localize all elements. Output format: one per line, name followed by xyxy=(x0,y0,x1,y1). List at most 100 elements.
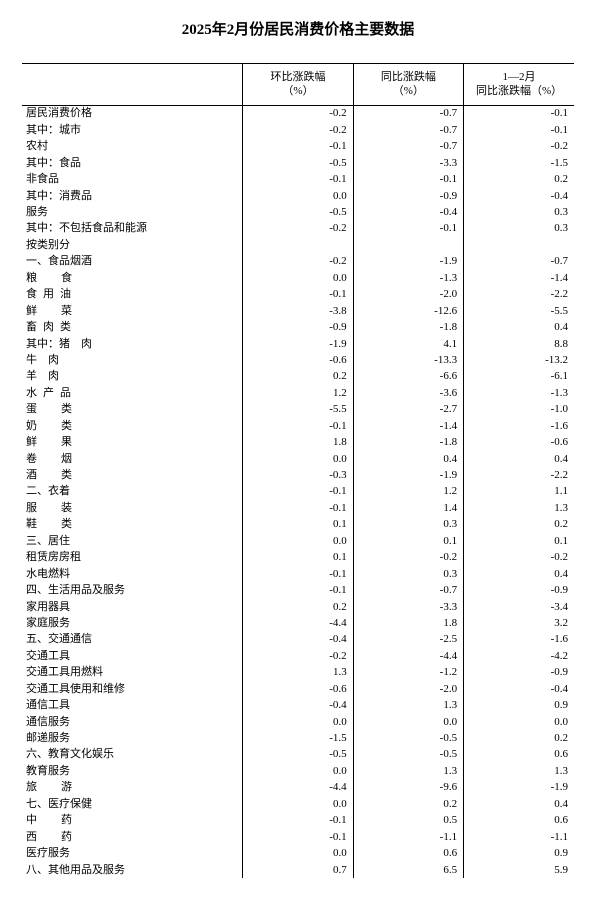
row-label: 四、生活用品及服务 xyxy=(22,582,243,598)
row-value: -5.5 xyxy=(243,401,353,417)
row-label-text: 畜肉类 xyxy=(26,321,77,333)
row-label-text: 牛 肉 xyxy=(26,354,59,366)
row-label-text: 鲜果 xyxy=(26,436,96,448)
row-value: 0.0 xyxy=(243,270,353,286)
table-row: 鲜菜-3.8-12.6-5.5 xyxy=(22,303,574,319)
row-value: -1.9 xyxy=(353,467,463,483)
table-row: 医疗服务0.00.60.9 xyxy=(22,845,574,861)
row-label-text: 其中：城市 xyxy=(26,124,81,136)
row-label-text: 服装 xyxy=(26,502,96,514)
row-value: 1.8 xyxy=(243,434,353,450)
row-value: -13.3 xyxy=(353,352,463,368)
row-value: -3.6 xyxy=(353,385,463,401)
row-value: 1.2 xyxy=(243,385,353,401)
row-value: -2.2 xyxy=(464,467,574,483)
table-row: 西药-0.1-1.1-1.1 xyxy=(22,829,574,845)
row-value: -0.4 xyxy=(464,188,574,204)
row-value: 0.4 xyxy=(464,319,574,335)
row-value: 0.0 xyxy=(243,451,353,467)
row-label: 六、教育文化娱乐 xyxy=(22,747,243,763)
row-value: -0.5 xyxy=(353,730,463,746)
row-value: -0.7 xyxy=(353,122,463,138)
row-value: 1.4 xyxy=(353,500,463,516)
row-value: 0.0 xyxy=(243,188,353,204)
row-value: -0.1 xyxy=(243,582,353,598)
row-value: -2.0 xyxy=(353,681,463,697)
table-row: 鲜果1.8-1.8-0.6 xyxy=(22,434,574,450)
col-header-ytd: 1—2月同比涨跌幅（%） xyxy=(464,64,574,106)
row-value: 0.9 xyxy=(464,845,574,861)
row-label: 食用油 xyxy=(22,286,243,302)
row-value: -1.9 xyxy=(353,254,463,270)
row-value: -1.9 xyxy=(243,336,353,352)
row-value: -0.2 xyxy=(353,549,463,565)
row-label: 教育服务 xyxy=(22,763,243,779)
row-label: 交通工具 xyxy=(22,648,243,664)
row-value: -0.9 xyxy=(464,664,574,680)
row-value: -1.6 xyxy=(464,632,574,648)
page-title: 2025年2月份居民消费价格主要数据 xyxy=(22,18,574,39)
row-value: -9.6 xyxy=(353,780,463,796)
row-label-text: 家用器具 xyxy=(26,601,70,613)
row-value: -0.1 xyxy=(243,484,353,500)
row-label: 邮递服务 xyxy=(22,730,243,746)
row-value: -2.5 xyxy=(353,632,463,648)
table-row: 租赁房房租0.1-0.2-0.2 xyxy=(22,549,574,565)
row-label-text: 交通工具用燃料 xyxy=(26,666,103,678)
table-row: 食用油-0.1-2.0-2.2 xyxy=(22,286,574,302)
row-value: -1.1 xyxy=(353,829,463,845)
row-value: 0.5 xyxy=(353,812,463,828)
row-label: 其中：消费品 xyxy=(22,188,243,204)
row-value: -0.1 xyxy=(243,138,353,154)
row-value: 0.4 xyxy=(464,566,574,582)
row-label: 鞋类 xyxy=(22,517,243,533)
row-value: 0.3 xyxy=(464,221,574,237)
row-value: -0.6 xyxy=(243,681,353,697)
row-label-text: 鲜菜 xyxy=(26,305,96,317)
row-value: 1.3 xyxy=(353,697,463,713)
row-label-text: 羊 肉 xyxy=(26,370,59,382)
row-value: -0.1 xyxy=(243,500,353,516)
row-label: 其中：城市 xyxy=(22,122,243,138)
table-row: 蛋类-5.5-2.7-1.0 xyxy=(22,401,574,417)
row-label-text: 家庭服务 xyxy=(26,617,70,629)
row-label-text: 卷烟 xyxy=(26,453,96,465)
row-value: -3.3 xyxy=(353,155,463,171)
row-label-text: 七、医疗保健 xyxy=(26,798,92,810)
row-value: -0.2 xyxy=(243,122,353,138)
row-label-text: 农村 xyxy=(26,140,48,152)
row-label: 奶类 xyxy=(22,418,243,434)
row-value: 0.4 xyxy=(353,451,463,467)
table-row: 教育服务0.01.31.3 xyxy=(22,763,574,779)
row-label: 其中：猪 肉 xyxy=(22,336,243,352)
row-label: 鲜菜 xyxy=(22,303,243,319)
row-label: 农村 xyxy=(22,138,243,154)
row-label: 非食品 xyxy=(22,171,243,187)
row-label-text: 其中：不包括食品和能源 xyxy=(26,222,147,234)
row-label-text: 非食品 xyxy=(26,173,59,185)
row-value xyxy=(464,237,574,253)
table-row: 交通工具使用和维修-0.6-2.0-0.4 xyxy=(22,681,574,697)
row-label-text: 其中：消费品 xyxy=(26,190,92,202)
row-label: 水产品 xyxy=(22,385,243,401)
row-label: 七、医疗保健 xyxy=(22,796,243,812)
row-label-text: 医疗服务 xyxy=(26,847,70,859)
row-label-text: 通信工具 xyxy=(26,699,70,711)
row-value: -4.4 xyxy=(353,648,463,664)
row-value: -2.0 xyxy=(353,286,463,302)
row-label-text: 食用油 xyxy=(26,288,77,300)
row-label: 畜肉类 xyxy=(22,319,243,335)
row-value: 1.8 xyxy=(353,615,463,631)
row-value: 3.2 xyxy=(464,615,574,631)
row-value: 4.1 xyxy=(353,336,463,352)
row-label: 五、交通通信 xyxy=(22,632,243,648)
table-row: 其中：城市-0.2-0.7-0.1 xyxy=(22,122,574,138)
row-label: 家用器具 xyxy=(22,599,243,615)
row-label: 服装 xyxy=(22,500,243,516)
row-value: 0.4 xyxy=(464,451,574,467)
row-label: 通信服务 xyxy=(22,714,243,730)
table-row: 六、教育文化娱乐-0.5-0.50.6 xyxy=(22,747,574,763)
row-value: 0.6 xyxy=(464,812,574,828)
row-label: 鲜果 xyxy=(22,434,243,450)
row-value: 0.6 xyxy=(464,747,574,763)
